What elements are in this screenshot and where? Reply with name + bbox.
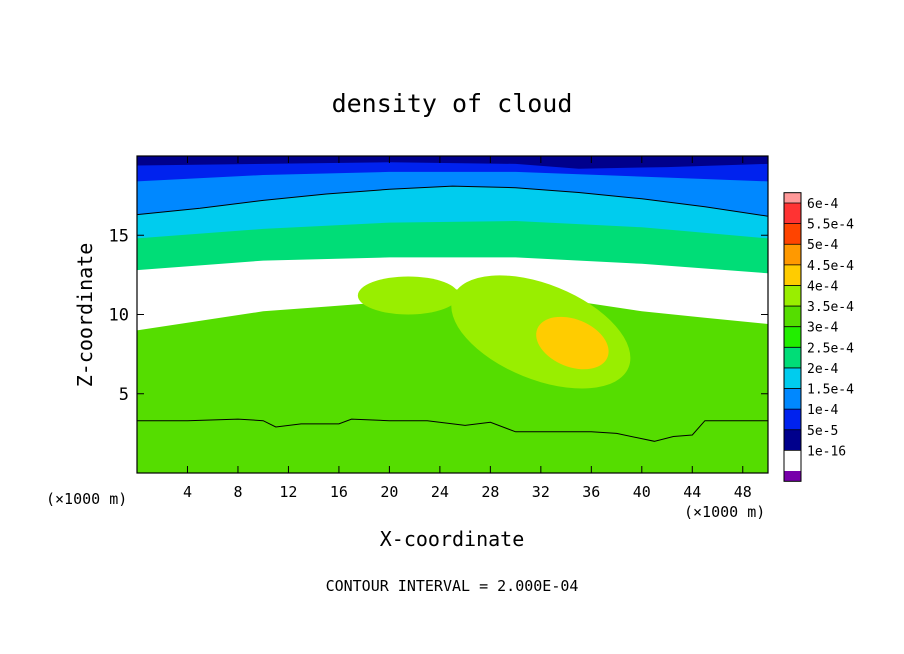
colorbar-label: 1e-16 [807, 444, 846, 459]
contour-line-0 [137, 185, 768, 217]
colorbar-swatch [784, 388, 801, 410]
contour-interval-note: CONTOUR INTERVAL = 2.000E-04 [326, 577, 579, 595]
upper-band-4 [137, 156, 768, 169]
x-tick-label: 32 [532, 483, 550, 501]
colorbar-swatch [784, 471, 801, 482]
x-tick-label: 36 [582, 483, 600, 501]
colorbar-swatch [784, 244, 801, 265]
colorbar-swatch [784, 326, 801, 348]
x-tick-label: 4 [183, 483, 192, 501]
y-tick-label: 5 [119, 385, 129, 405]
y-axis-unit: (×1000 m) [46, 490, 127, 508]
x-tick-label: 16 [330, 483, 348, 501]
x-tick-label: 28 [481, 483, 499, 501]
colorbar-swatch [784, 306, 801, 327]
x-tick-label: 12 [279, 483, 297, 501]
colorbar-legend: 6e-4 5.5e-4 5e-4 4.5e-4 4e-4 3.5e-4 3e-4 2.5e-4… [783, 192, 854, 482]
colorbar-label: 1.5e-4 [807, 383, 854, 398]
colorbar-swatch [784, 203, 801, 224]
colorbar-swatch [784, 223, 801, 245]
colorbar-label: 6e-4 [807, 197, 838, 212]
heatmap-fill [137, 156, 768, 473]
colorbar-frame [783, 192, 802, 482]
colorbar-label: 2e-4 [807, 362, 838, 377]
peak-region-2 [357, 276, 459, 315]
colorbar-swatch [784, 264, 801, 286]
y-axis-ticks: 5 10 15 [109, 226, 768, 405]
colorbar-label: 4.5e-4 [807, 259, 854, 274]
y-tick-label: 15 [109, 226, 129, 246]
x-tick-label: 40 [633, 483, 651, 501]
contour-line-1 [137, 418, 768, 442]
density-band-6 [137, 289, 768, 473]
colorbar-swatch [784, 409, 801, 430]
x-axis-unit: (×1000 m) [684, 503, 765, 521]
colorbar-label: 5.5e-4 [807, 218, 854, 233]
contour-lines [137, 185, 768, 442]
colorbar-swatch [784, 285, 801, 307]
peak-region-1 [536, 316, 609, 370]
colorbar-label: 2.5e-4 [807, 341, 854, 356]
x-tick-label: 24 [431, 483, 449, 501]
colorbar-swatch [784, 367, 801, 389]
x-tick-label: 8 [233, 483, 242, 501]
colorbar-label: 3.5e-4 [807, 300, 854, 315]
y-axis-label: Z-coordinate [73, 243, 97, 388]
x-tick-label: 44 [683, 483, 701, 501]
x-axis-ticks: 4 8 12 16 20 24 28 32 36 40 44 48 [183, 156, 752, 501]
colorbar-label: 4e-4 [807, 279, 838, 294]
x-tick-label: 20 [380, 483, 398, 501]
colorbar-label: 3e-4 [807, 321, 838, 336]
chart-title: density of cloud [332, 89, 573, 118]
x-tick-label: 48 [734, 483, 752, 501]
x-axis-label: X-coordinate [380, 527, 525, 551]
colorbar-label: 5e-5 [807, 424, 838, 439]
colorbar-swatch [784, 429, 801, 451]
colorbar-swatch [784, 347, 801, 368]
colorbar-label: 5e-4 [807, 238, 838, 253]
y-tick-label: 10 [109, 306, 129, 326]
colorbar-label: 1e-4 [807, 403, 838, 418]
